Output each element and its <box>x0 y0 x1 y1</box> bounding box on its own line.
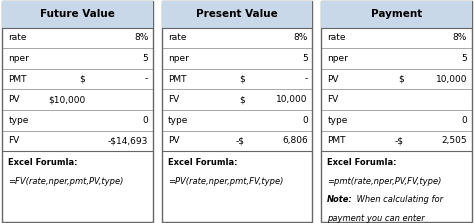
Text: PV: PV <box>9 95 20 104</box>
Text: 0: 0 <box>143 116 148 125</box>
Text: 5: 5 <box>143 54 148 63</box>
Text: type: type <box>327 116 347 125</box>
Text: PMT: PMT <box>9 75 27 84</box>
Text: 6,806: 6,806 <box>282 136 308 145</box>
FancyBboxPatch shape <box>162 1 312 28</box>
Text: $10,000: $10,000 <box>48 95 85 104</box>
Text: =FV(rate,nper,pmt,PV,type): =FV(rate,nper,pmt,PV,type) <box>9 177 124 186</box>
Text: When calculating for: When calculating for <box>354 195 444 204</box>
Text: =pmt(rate,nper,PV,FV,type): =pmt(rate,nper,PV,FV,type) <box>327 177 442 186</box>
Text: 8%: 8% <box>453 33 467 42</box>
Text: FV: FV <box>9 136 19 145</box>
Text: PMT: PMT <box>168 75 186 84</box>
Text: nper: nper <box>168 54 189 63</box>
Text: 5: 5 <box>302 54 308 63</box>
Text: Excel Forumla:: Excel Forumla: <box>168 158 237 167</box>
Text: -$: -$ <box>395 136 404 145</box>
Text: 0: 0 <box>302 116 308 125</box>
Text: -: - <box>145 75 148 84</box>
Text: -: - <box>304 75 308 84</box>
Text: -$: -$ <box>236 136 245 145</box>
Text: 10,000: 10,000 <box>276 95 308 104</box>
Text: FV: FV <box>168 95 179 104</box>
Text: type: type <box>9 116 29 125</box>
Text: $: $ <box>239 75 245 84</box>
Text: payment you can enter: payment you can enter <box>327 214 425 223</box>
FancyBboxPatch shape <box>2 1 153 222</box>
Text: FV: FV <box>327 95 338 104</box>
Text: Payment: Payment <box>371 9 422 19</box>
Text: $: $ <box>398 75 404 84</box>
Text: $: $ <box>239 95 245 104</box>
Text: 8%: 8% <box>293 33 308 42</box>
FancyBboxPatch shape <box>2 1 153 28</box>
Text: nper: nper <box>327 54 348 63</box>
Text: Note:: Note: <box>327 195 353 204</box>
Text: Excel Forumla:: Excel Forumla: <box>9 158 78 167</box>
Text: Future Value: Future Value <box>40 9 115 19</box>
Text: Excel Forumla:: Excel Forumla: <box>327 158 397 167</box>
Text: $: $ <box>79 75 85 84</box>
Text: 2,505: 2,505 <box>441 136 467 145</box>
Text: 10,000: 10,000 <box>436 75 467 84</box>
Text: =PV(rate,nper,pmt,FV,type): =PV(rate,nper,pmt,FV,type) <box>168 177 283 186</box>
Text: type: type <box>168 116 188 125</box>
Text: 8%: 8% <box>134 33 148 42</box>
FancyBboxPatch shape <box>162 1 312 222</box>
Text: nper: nper <box>9 54 29 63</box>
Text: PV: PV <box>327 75 339 84</box>
Text: 0: 0 <box>461 116 467 125</box>
Text: rate: rate <box>9 33 27 42</box>
Text: rate: rate <box>168 33 186 42</box>
FancyBboxPatch shape <box>321 1 472 222</box>
Text: 5: 5 <box>461 54 467 63</box>
Text: PMT: PMT <box>327 136 346 145</box>
Text: -$14,693: -$14,693 <box>108 136 148 145</box>
Text: rate: rate <box>327 33 346 42</box>
FancyBboxPatch shape <box>321 1 472 28</box>
Text: PV: PV <box>168 136 179 145</box>
Text: Present Value: Present Value <box>196 9 278 19</box>
